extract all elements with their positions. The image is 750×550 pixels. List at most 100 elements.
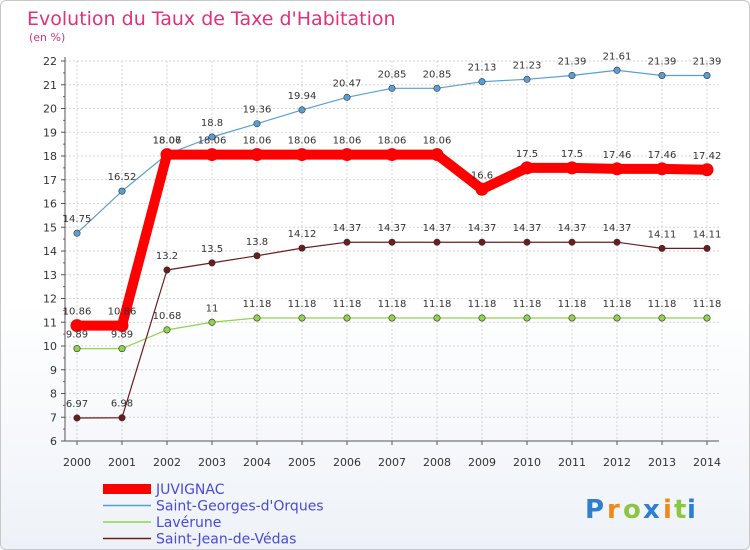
data-point <box>208 133 216 141</box>
data-label: 10.86 <box>108 307 137 318</box>
data-point <box>523 238 531 246</box>
data-label: 18.06 <box>153 136 182 147</box>
series-layer <box>70 66 714 422</box>
logo-letter: o <box>623 495 641 525</box>
data-point <box>73 414 81 422</box>
data-label: 21.39 <box>648 56 677 67</box>
data-point <box>658 71 666 79</box>
data-label: 14.37 <box>423 223 452 234</box>
data-point <box>160 148 174 162</box>
data-label: 9.89 <box>66 330 88 341</box>
data-label: 18.06 <box>198 136 227 147</box>
data-label: 11.18 <box>333 299 362 310</box>
data-point <box>523 75 531 83</box>
data-label: 14.75 <box>63 214 92 225</box>
series-0 <box>70 148 714 333</box>
data-point <box>568 71 576 79</box>
y-tick-label: 11 <box>43 316 57 329</box>
data-label: 21.23 <box>513 60 542 71</box>
data-label: 10.86 <box>63 307 92 318</box>
data-point <box>703 244 711 252</box>
x-tick-label: 2006 <box>333 456 361 469</box>
data-point <box>343 238 351 246</box>
data-point <box>388 84 396 92</box>
data-point <box>565 161 579 175</box>
logo-letter: i <box>687 495 696 525</box>
data-label: 11.18 <box>288 299 317 310</box>
data-label: 18.06 <box>378 136 407 147</box>
data-label: 11.18 <box>423 299 452 310</box>
data-point <box>250 148 264 162</box>
data-label: 6.98 <box>111 399 133 410</box>
data-label: 14.37 <box>513 223 542 234</box>
data-point <box>475 182 489 196</box>
data-label: 10.68 <box>153 311 182 322</box>
y-tick-label: 15 <box>43 221 57 234</box>
x-tick-label: 2009 <box>468 456 496 469</box>
data-point <box>613 314 621 322</box>
data-point <box>478 78 486 86</box>
x-tick-label: 2007 <box>378 456 406 469</box>
data-label: 14.37 <box>558 223 587 234</box>
logo-letter: i <box>663 495 672 525</box>
y-tick-label: 13 <box>43 269 57 282</box>
logo-letter: r <box>607 495 620 525</box>
data-point <box>163 266 171 274</box>
axes: 6 7 8 9 10 11 12 13 14 15 16 17 18 19 20 21 22 2000 2001 20… <box>43 55 721 469</box>
legend-label: Saint-Jean-de-Védas <box>156 532 296 548</box>
series-2 <box>73 314 711 353</box>
x-tick-label: 2013 <box>648 456 676 469</box>
data-label: 17.5 <box>516 149 538 160</box>
x-tick-label: 2001 <box>108 456 136 469</box>
data-point <box>205 148 219 162</box>
data-point <box>253 252 261 260</box>
data-point <box>253 314 261 322</box>
y-tick-label: 10 <box>43 340 57 353</box>
x-tick-label: 2010 <box>513 456 541 469</box>
y-tick-label: 7 <box>50 411 57 424</box>
data-point <box>298 314 306 322</box>
data-point <box>430 148 444 162</box>
data-point <box>700 163 714 177</box>
data-label: 18.06 <box>423 136 452 147</box>
data-point <box>433 84 441 92</box>
data-point <box>523 314 531 322</box>
data-label: 16.6 <box>471 170 493 181</box>
y-tick-label: 17 <box>43 174 57 187</box>
data-point <box>115 319 129 333</box>
data-label: 11.18 <box>603 299 632 310</box>
y-tick-label: 8 <box>50 388 57 401</box>
data-label: 11.18 <box>513 299 542 310</box>
legend-label: Lavérune <box>156 515 221 531</box>
data-labels: 10.86 10.86 18.06 18.06 18.06 18.06 18.06 18.06… <box>63 51 722 410</box>
data-label: 21.39 <box>693 56 722 67</box>
data-point <box>118 414 126 422</box>
data-point <box>433 314 441 322</box>
data-point <box>163 326 171 334</box>
data-label: 21.13 <box>468 63 497 74</box>
data-point <box>343 314 351 322</box>
data-label: 18.8 <box>201 118 223 129</box>
data-point <box>208 318 216 326</box>
y-tick-label: 19 <box>43 126 57 139</box>
data-point <box>568 314 576 322</box>
y-tick-label: 9 <box>50 364 57 377</box>
y-tick-label: 18 <box>43 150 57 163</box>
logo-letter: x <box>643 495 660 525</box>
data-point <box>343 93 351 101</box>
data-label: 11.18 <box>648 299 677 310</box>
data-point <box>478 238 486 246</box>
data-point <box>118 345 126 353</box>
data-label: 14.37 <box>333 223 362 234</box>
y-tick-label: 20 <box>43 103 57 116</box>
x-tick-label: 2014 <box>693 456 721 469</box>
data-point <box>658 244 666 252</box>
y-tick-label: 22 <box>43 55 57 68</box>
data-label: 6.97 <box>66 399 88 410</box>
legend-label: Saint-Georges-d'Orques <box>156 499 324 515</box>
x-tick-label: 2003 <box>198 456 226 469</box>
data-label: 14.11 <box>648 229 677 240</box>
data-label: 20.85 <box>423 69 452 80</box>
grid <box>65 60 719 442</box>
data-label: 17.46 <box>603 150 632 161</box>
